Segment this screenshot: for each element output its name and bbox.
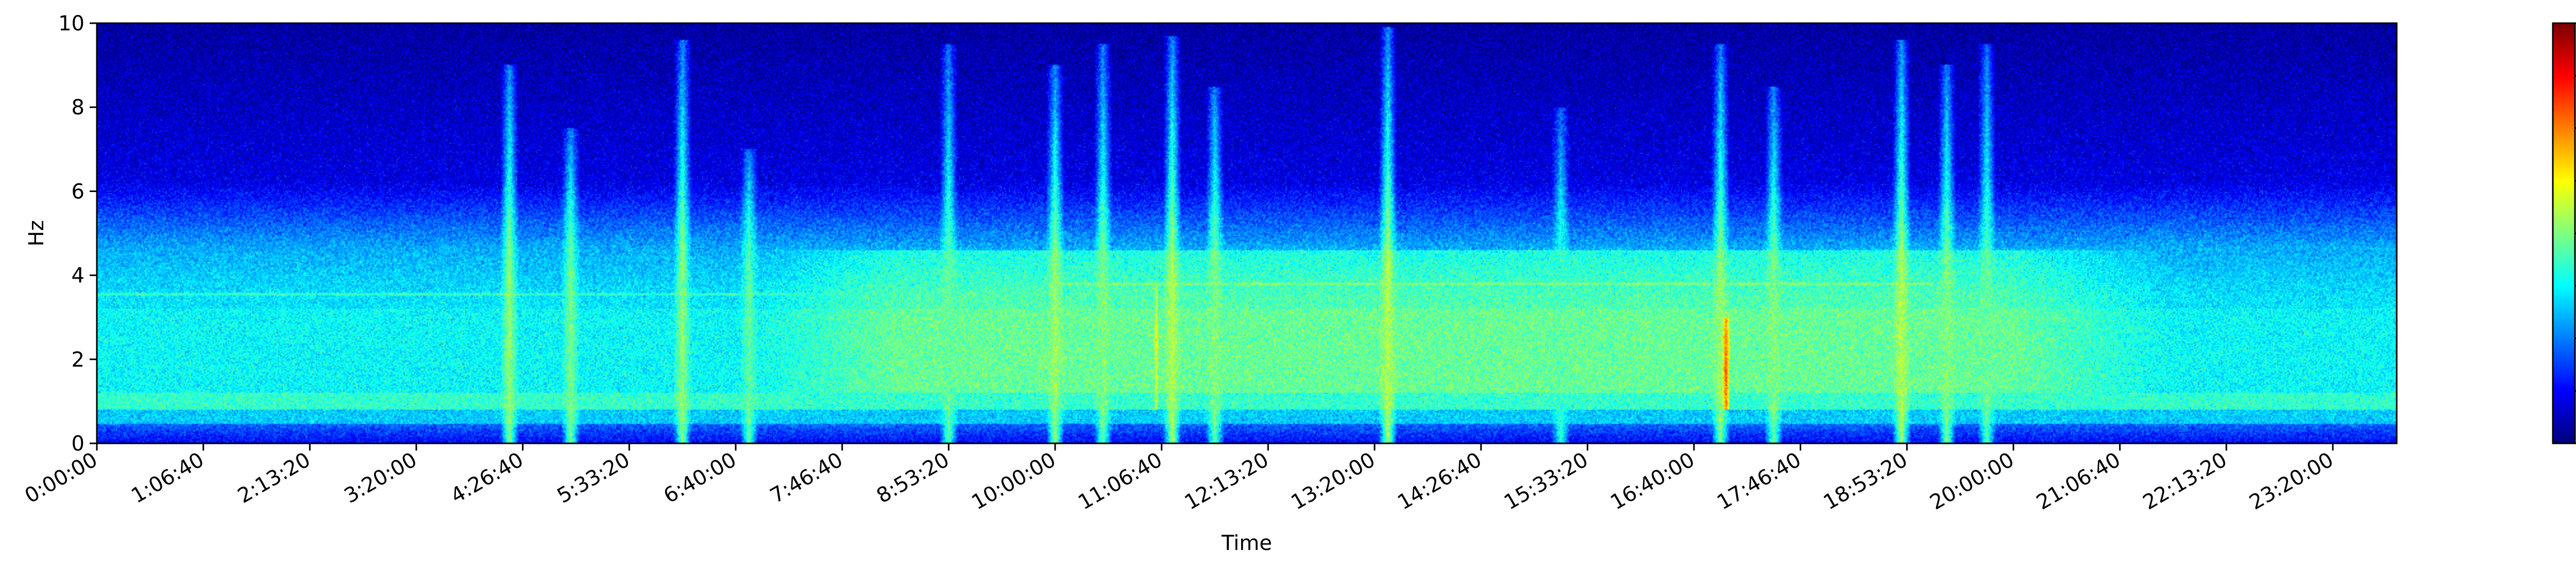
x-tick-label: 1:06:40 [127, 448, 208, 508]
x-tick-label: 22:13:20 [2139, 448, 2231, 515]
x-axis-title: Time [1221, 531, 1272, 555]
y-tick-label: 0 [72, 432, 84, 456]
y-tick-label: 2 [72, 348, 84, 372]
x-tick-label: 11:06:40 [1074, 448, 1166, 515]
x-tick-label: 20:00:00 [1926, 448, 2018, 515]
x-tick-label: 18:53:20 [1820, 448, 1912, 515]
plot-frame [96, 22, 2398, 444]
x-tick-label: 17:46:40 [1713, 448, 1805, 515]
x-tick-label: 0:00:00 [21, 448, 101, 508]
y-axis: 0 2 4 6 8 10 [58, 12, 97, 456]
x-tick-label: 10:00:00 [968, 448, 1060, 515]
x-tick-label: 5:33:20 [553, 448, 634, 508]
x-tick-label: 12:13:20 [1181, 448, 1273, 515]
x-axis: 0:00:00 1:06:40 2:13:20 3:20:00 4:26:40 5:33:… [21, 443, 2337, 514]
x-tick-label: 6:40:00 [659, 448, 740, 508]
y-tick-label: 8 [72, 96, 84, 119]
x-tick-label: 16:40:00 [1606, 448, 1699, 515]
x-tick-label: 15:33:20 [1500, 448, 1592, 515]
colorbar-frame [2552, 22, 2576, 444]
y-tick-label: 6 [72, 180, 84, 203]
y-tick-label: 4 [72, 264, 84, 288]
x-tick-label: 3:20:00 [340, 448, 421, 508]
y-tick-label: 10 [58, 12, 84, 36]
x-tick-label: 23:20:00 [2245, 448, 2337, 515]
x-tick-label: 13:20:00 [1287, 448, 1379, 515]
x-tick-label: 14:26:40 [1394, 448, 1486, 515]
colorbar-border [2552, 22, 2576, 444]
x-tick-label: 4:26:40 [447, 448, 528, 508]
y-axis-title: Hz [25, 220, 48, 246]
spectrogram-image [97, 23, 2397, 443]
x-tick-label: 21:06:40 [2032, 448, 2125, 515]
x-tick-label: 7:46:40 [766, 448, 847, 508]
x-tick-label: 8:53:20 [873, 448, 954, 508]
x-tick-label: 2:13:20 [234, 448, 315, 508]
colorbar-gradient [2553, 23, 2575, 443]
plot-border [96, 22, 2398, 444]
